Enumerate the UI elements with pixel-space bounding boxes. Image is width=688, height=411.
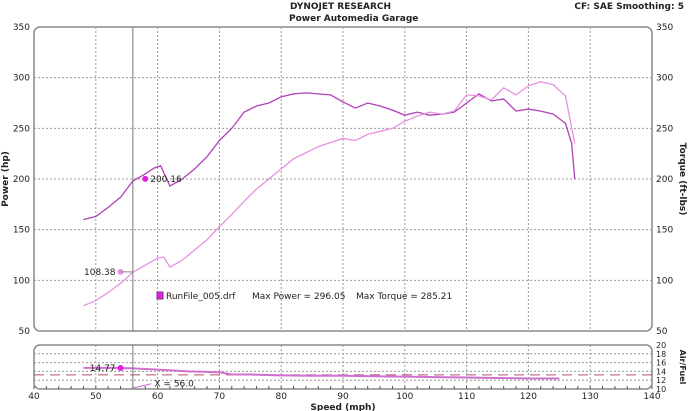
afr-axis-title: Air/Fuel [678,350,687,385]
y-tick-label: 150 [13,226,30,236]
cursor-label-leader [132,383,152,389]
legend-swatch [156,291,164,300]
chart-subtitle: Power Automedia Garage [289,14,419,24]
legend-max-torque: Max Torque = 285.21 [356,292,452,302]
afr-marker-label: 14.77 [90,364,116,374]
series-torque-line [83,92,576,221]
afr-y-tick-label: 14 [656,367,666,376]
x-tick-label: 80 [275,392,287,402]
afr-marker [117,365,124,372]
afr-y-tick-label: 12 [656,376,666,385]
y2-tick-label: 100 [656,276,673,286]
x-tick-label: 70 [214,392,226,402]
y2-axis-title: Torque (ft-lbs) [677,143,687,216]
x-tick-label: 90 [337,392,349,402]
x-tick-label: 60 [152,392,164,402]
afr-y-tick-label: 10 [656,385,666,394]
y2-tick-label: 200 [656,175,673,185]
y-tick-label: 200 [13,175,30,185]
x-tick-label: 50 [90,392,102,402]
torque-marker-label: 200.16 [150,175,182,185]
cursor-x-label: X = 56.0 [154,380,194,390]
x-tick-label: 130 [582,392,599,402]
y2-tick-label: 250 [656,124,673,134]
afr-y-tick-label: 18 [656,350,666,359]
power-marker-label: 108.38 [84,268,116,278]
torque-marker [142,175,149,182]
chart-title: DYNOJET RESEARCH [290,2,392,12]
y-axis-title: Power (hp) [1,151,11,207]
afr-y-tick-label: 20 [656,341,666,350]
legend-file: RunFile_005.drf [166,292,236,302]
y-tick-label: 300 [13,74,30,84]
y2-tick-label: 300 [656,74,673,84]
x-tick-label: 40 [28,392,40,402]
settings-label: CF: SAE Smoothing: 5 [574,2,684,12]
y-tick-label: 50 [19,327,31,337]
y2-tick-label: 150 [656,226,673,236]
x-tick-label: 110 [458,392,475,402]
series-power-line [83,81,576,307]
y-tick-label: 100 [13,276,30,286]
legend-max-power: Max Power = 296.05 [252,292,345,302]
x-axis-title: Speed (mph) [310,403,375,411]
afr-y-tick-label: 16 [656,359,666,368]
x-tick-label: 140 [643,392,660,402]
y-tick-label: 350 [13,23,30,33]
y-tick-label: 250 [13,124,30,134]
x-tick-label: 100 [396,392,413,402]
y2-tick-label: 350 [656,23,673,33]
x-tick-label: 120 [520,392,537,402]
y2-tick-label: 50 [656,327,668,337]
